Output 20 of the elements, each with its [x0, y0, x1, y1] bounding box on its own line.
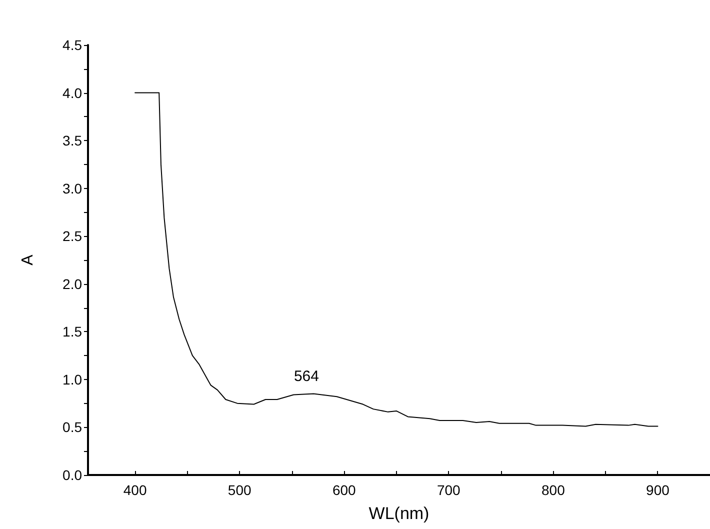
y-tick-label: 4.0: [62, 84, 82, 101]
x-tick-label: 500: [228, 482, 252, 498]
y-tick-label: 2.5: [62, 228, 82, 244]
y-tick-label: 1.0: [62, 371, 82, 388]
y-axis-title: A: [20, 254, 36, 266]
y-tick-label: 3.5: [62, 132, 82, 149]
x-tick-label: 700: [436, 482, 461, 498]
x-tick-label: 900: [646, 482, 670, 498]
y-tick-label: 3.0: [62, 180, 82, 196]
y-tick-label: 2.0: [62, 276, 82, 292]
y-tick-label: 0.0: [62, 467, 82, 483]
x-axis-title: WL(nm): [368, 504, 430, 523]
annotation: 564: [294, 368, 319, 385]
y-tick-label: 1.5: [62, 324, 82, 340]
x-tick-label: 600: [332, 482, 356, 498]
y-tick-label: 4.5: [62, 37, 82, 53]
line-series: [134, 92, 658, 427]
x-tick-label: 800: [542, 482, 566, 498]
y-tick-label: 0.5: [62, 419, 82, 436]
x-tick-label: 400: [123, 482, 147, 498]
